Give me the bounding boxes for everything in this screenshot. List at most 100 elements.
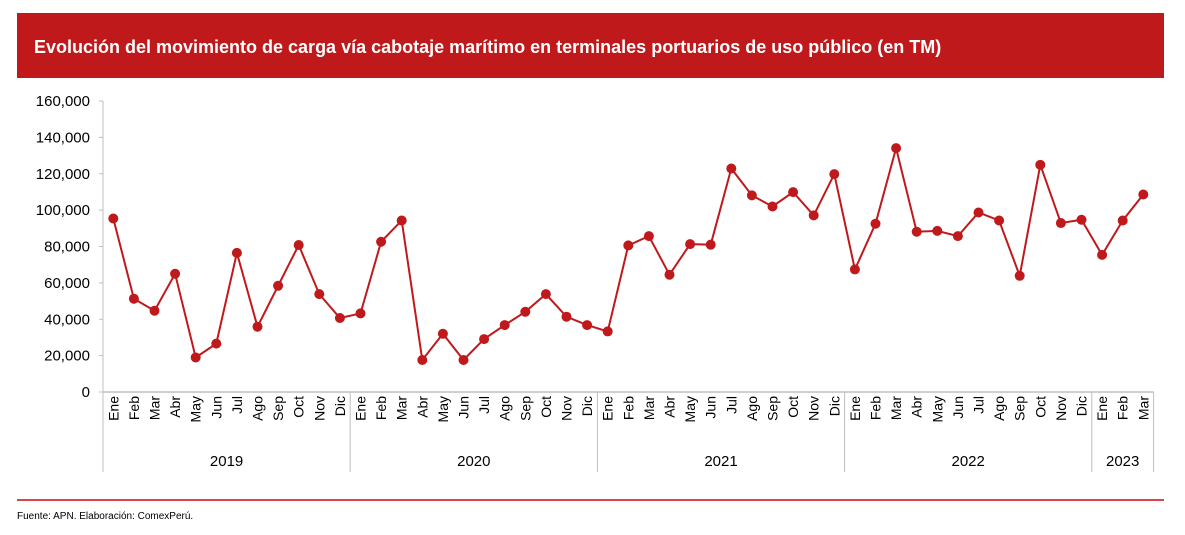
footer-divider bbox=[17, 499, 1164, 501]
data-point bbox=[932, 225, 943, 236]
x-year-label: 2020 bbox=[457, 453, 490, 470]
data-point bbox=[437, 328, 448, 339]
x-tick-label-month: Abr bbox=[167, 396, 183, 418]
x-tick-label-month: Sep bbox=[765, 396, 781, 421]
x-tick-label-month: Oct bbox=[291, 396, 307, 418]
data-point bbox=[1138, 189, 1149, 200]
data-point bbox=[479, 334, 490, 345]
x-tick-label-month: Nov bbox=[559, 396, 575, 421]
data-point bbox=[602, 326, 613, 337]
data-point bbox=[1076, 214, 1087, 225]
x-tick-label-month: May bbox=[188, 396, 204, 422]
x-tick-label-month: Jun bbox=[703, 396, 719, 419]
y-tick-label: 160,000 bbox=[36, 93, 90, 110]
data-point bbox=[293, 240, 304, 251]
x-tick-label-month: Feb bbox=[1115, 396, 1131, 420]
data-point bbox=[231, 247, 242, 258]
data-point bbox=[994, 215, 1005, 226]
y-tick-label: 20,000 bbox=[44, 348, 90, 365]
x-tick-label-month: Ene bbox=[600, 396, 616, 421]
data-point bbox=[376, 236, 387, 247]
data-point bbox=[746, 190, 757, 201]
data-point bbox=[1014, 270, 1025, 281]
x-tick-label-month: Feb bbox=[620, 396, 636, 420]
data-point bbox=[582, 320, 593, 331]
x-tick-label-month: Mar bbox=[888, 396, 904, 420]
series-line bbox=[112, 144, 1145, 363]
x-tick-label-month: Ago bbox=[991, 396, 1007, 421]
data-point bbox=[314, 289, 325, 300]
x-year-label: 2019 bbox=[210, 453, 243, 470]
data-point bbox=[891, 143, 902, 154]
x-tick-label-month: Abr bbox=[662, 396, 678, 418]
data-point bbox=[108, 213, 119, 224]
data-point bbox=[849, 264, 860, 275]
data-point bbox=[726, 163, 737, 174]
x-tick-label-month: Ene bbox=[847, 396, 863, 421]
data-point bbox=[149, 305, 160, 316]
x-tick-label-month: Ago bbox=[250, 396, 266, 421]
x-year-label: 2023 bbox=[1106, 453, 1139, 470]
data-point bbox=[540, 289, 551, 300]
x-tick-label-month: May bbox=[929, 396, 945, 422]
data-point bbox=[190, 352, 201, 363]
data-point bbox=[520, 306, 531, 317]
data-point bbox=[643, 231, 654, 242]
chart-header: Evolución del movimiento de carga vía ca… bbox=[17, 13, 1164, 78]
x-tick-label-month: Sep bbox=[270, 396, 286, 421]
y-tick-label: 140,000 bbox=[36, 129, 90, 146]
x-tick-label-month: Jul bbox=[723, 396, 739, 414]
x-tick-label-month: Ago bbox=[744, 396, 760, 421]
x-tick-label-month: Nov bbox=[311, 396, 327, 421]
x-tick-label-month: Ene bbox=[1094, 396, 1110, 421]
x-tick-label-month: Abr bbox=[414, 396, 430, 418]
x-tick-label-month: Ene bbox=[105, 396, 121, 421]
y-tick-label: 100,000 bbox=[36, 202, 90, 219]
data-point bbox=[458, 354, 469, 365]
x-tick-label-month: Dic bbox=[826, 396, 842, 416]
x-tick-label-month: Nov bbox=[1053, 396, 1069, 421]
x-tick-label-month: Oct bbox=[538, 396, 554, 418]
x-tick-label-month: Mar bbox=[1135, 396, 1151, 420]
data-point bbox=[973, 207, 984, 218]
x-tick-label-month: Nov bbox=[806, 396, 822, 421]
x-tick-label-month: Feb bbox=[868, 396, 884, 420]
x-year-label: 2022 bbox=[952, 453, 985, 470]
x-tick-label-month: Mar bbox=[147, 396, 163, 420]
y-tick-label: 0 bbox=[82, 384, 90, 401]
x-tick-label-month: Dic bbox=[579, 396, 595, 416]
x-tick-label-month: Oct bbox=[785, 396, 801, 418]
data-point bbox=[170, 268, 181, 279]
y-tick-label: 40,000 bbox=[44, 311, 90, 328]
data-point bbox=[705, 239, 716, 250]
y-tick-label: 120,000 bbox=[36, 166, 90, 183]
data-point bbox=[561, 311, 572, 322]
data-point bbox=[829, 169, 840, 180]
data-point bbox=[623, 240, 634, 251]
chart-title: Evolución del movimiento de carga vía ca… bbox=[34, 37, 942, 57]
x-tick-label-month: Sep bbox=[1012, 396, 1028, 421]
x-tick-label-month: Jul bbox=[229, 396, 245, 414]
data-point bbox=[396, 215, 407, 226]
y-tick-label: 60,000 bbox=[44, 275, 90, 292]
data-point bbox=[911, 226, 922, 237]
x-tick-label-month: Dic bbox=[332, 396, 348, 416]
data-point bbox=[273, 280, 284, 291]
x-tick-label-month: Abr bbox=[909, 396, 925, 418]
x-tick-label-month: Jun bbox=[208, 396, 224, 419]
data-point bbox=[1097, 249, 1108, 260]
data-point bbox=[788, 187, 799, 198]
data-point bbox=[334, 312, 345, 323]
data-point bbox=[252, 321, 263, 332]
data-point bbox=[870, 218, 881, 229]
x-tick-label-month: Ene bbox=[353, 396, 369, 421]
y-tick-label: 80,000 bbox=[44, 239, 90, 256]
data-point bbox=[808, 210, 819, 221]
data-point bbox=[1035, 159, 1046, 170]
x-tick-label-month: Oct bbox=[1032, 396, 1048, 418]
data-point bbox=[664, 269, 675, 280]
data-point bbox=[499, 320, 510, 331]
x-tick-label-month: May bbox=[435, 396, 451, 422]
x-tick-label-month: Sep bbox=[517, 396, 533, 421]
